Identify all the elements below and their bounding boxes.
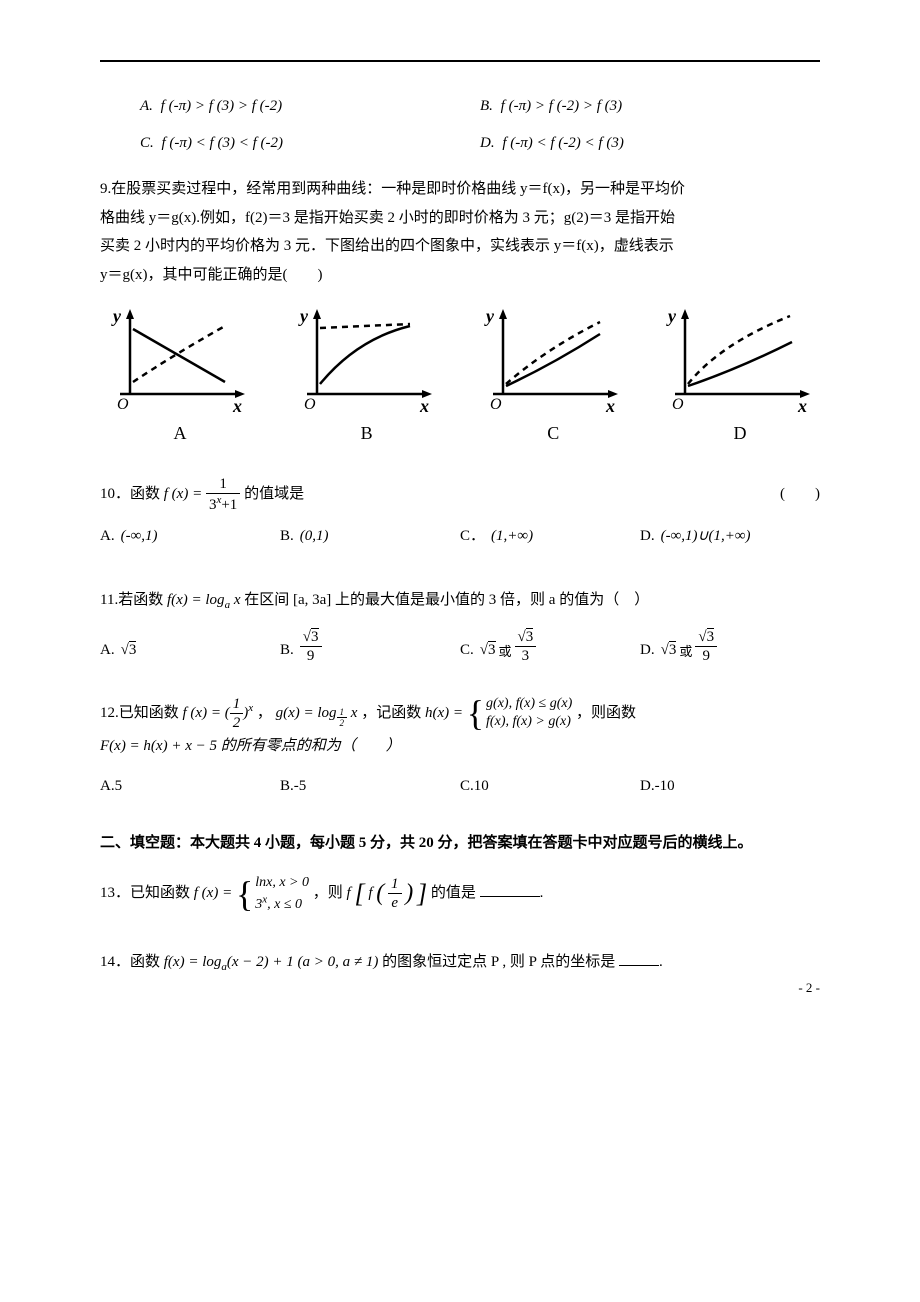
graph-a-svg: y x O [105,304,255,414]
q10: 10．函数 f (x) = 1 3x+1 的值域是 ( ) [100,475,820,514]
q10-paren: ( ) [780,480,820,509]
q12-line2: F(x) = h(x) + x − 5 的所有零点的和为（ ） [100,738,401,754]
q11: 11.若函数 f(x) = loga x 在区间 [a, 3a] 上的最大值是最… [100,586,820,616]
q12-opt-c: C.10 [460,772,640,801]
graph-a-label: A [100,416,260,450]
q9-line4: y＝g(x)，其中可能正确的是( ) [100,267,322,283]
q12-opt-d: D.-10 [640,772,820,801]
q12-piecewise: { g(x), f(x) ≤ g(x) f(x), f(x) > g(x) [467,695,572,731]
q10-opt-d: D.(-∞,1)∪(1,+∞) [640,522,820,551]
q11-opt-d: D. √3 或 √3 9 [640,628,820,665]
svg-text:x: x [797,396,807,414]
q13-piecewise: { lnx, x > 0 3x, x ≤ 0 [236,874,309,914]
q14-blank [619,951,659,966]
q9-graphs: y x O A y x O B [100,304,820,450]
graph-b-label: B [287,416,447,450]
q12-opt-b: B.-5 [280,772,460,801]
q13: 13．已知函数 f (x) = { lnx, x > 0 3x, x ≤ 0 ，… [100,869,820,918]
q8-options: A. f (-π) > f (3) > f (-2) B. f (-π) > f… [140,92,820,121]
svg-text:O: O [304,396,316,413]
page-number: - 2 - [798,976,820,1001]
q10-frac: 1 3x+1 [206,475,240,514]
q11-opt-a: A. √3 [100,636,280,665]
q9-line3: 买卖 2 小时内的平均价格为 3 元．下图给出的四个图象中，实线表示 y＝f(x… [100,238,674,254]
q8-options-2: C. f (-π) < f (3) < f (-2) D. f (-π) < f… [140,129,820,158]
q10-opt-c: C．(1,+∞) [460,522,640,551]
graph-c: y x O C [473,304,633,450]
q8-opt-b: B. f (-π) > f (-2) > f (3) [480,92,820,121]
graph-c-label: C [473,416,633,450]
graph-a: y x O A [100,304,260,450]
top-rule [100,60,820,62]
graph-d-label: D [660,416,820,450]
q8-opt-d: D. f (-π) < f (-2) < f (3) [480,129,820,158]
q9: 9.在股票买卖过程中，经常用到两种曲线：一种是即时价格曲线 y＝f(x)，另一种… [100,175,820,289]
svg-text:O: O [672,396,684,413]
svg-text:O: O [490,396,502,413]
q11-opt-c: C. √3 或 √3 3 [460,628,640,665]
graph-c-svg: y x O [478,304,628,414]
svg-text:y: y [666,306,677,326]
q10-stem: 10．函数 f (x) = 1 3x+1 的值域是 [100,475,304,514]
q10-opt-a: A.(-∞,1) [100,522,280,551]
q9-line2: 格曲线 y＝g(x).例如，f(2)＝3 是指开始买卖 2 小时的即时价格为 3… [100,210,675,226]
q13-blank [480,882,540,897]
graph-d-svg: y x O [660,304,820,414]
q10-func: f (x) = [164,486,206,502]
graph-b-svg: y x O [292,304,442,414]
graph-b: y x O B [287,304,447,450]
q12: 12.已知函数 f (x) = (12)x ， g(x) = log12 x ，… [100,695,820,761]
section-2-title: 二、填空题：本大题共 4 小题，每小题 5 分，共 20 分，把答案填在答题卡中… [100,829,820,858]
q12-options: A.5 B.-5 C.10 D.-10 [100,772,820,801]
q9-line1: 9. [100,181,111,197]
graph-d: y x O D [660,304,820,450]
q11-options: A. √3 B. √3 9 C. √3 或 √3 3 D. √3 或 √3 9 [100,628,820,665]
svg-text:y: y [484,306,495,326]
q8-opt-c: C. f (-π) < f (3) < f (-2) [140,129,480,158]
svg-text:x: x [419,396,429,414]
svg-text:x: x [232,396,242,414]
q8-opt-a: A. f (-π) > f (3) > f (-2) [140,92,480,121]
svg-text:y: y [298,306,309,326]
q14: 14．函数 f(x) = loga(x − 2) + 1 (a > 0, a ≠… [100,948,820,978]
svg-text:y: y [111,306,122,326]
svg-text:x: x [605,396,615,414]
q11-opt-b: B. √3 9 [280,628,460,665]
q10-opt-b: B.(0,1) [280,522,460,551]
q10-options: A.(-∞,1) B.(0,1) C．(1,+∞) D.(-∞,1)∪(1,+∞… [100,522,820,551]
q12-opt-a: A.5 [100,772,280,801]
svg-text:O: O [117,396,129,413]
